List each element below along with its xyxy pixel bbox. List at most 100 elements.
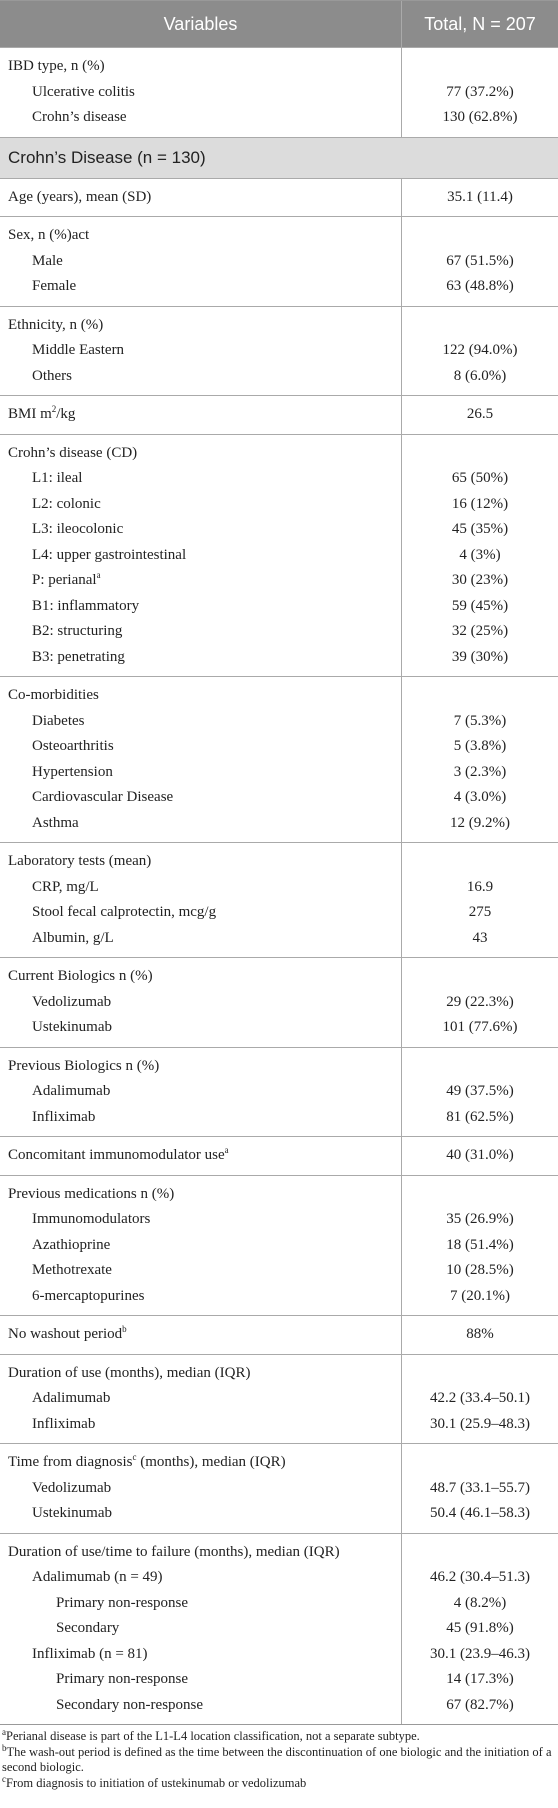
row-value: 35.1 (11.4): [402, 185, 558, 211]
row-value: [402, 1182, 558, 1208]
value-cell: 35 (26.9%) 18 (51.4%) 10 (28.5%) 7 (20.1%): [401, 1175, 558, 1315]
value-cell: 67 (51.5%) 63 (48.8%): [401, 217, 558, 306]
row-label: CRP, mg/L: [0, 875, 401, 901]
table-group: Time from diagnosisc (months), median (I…: [0, 1443, 558, 1533]
value-cell: 65 (50%) 16 (12%) 45 (35%) 4 (3%) 30 (23%) 59…: [401, 434, 558, 676]
row-label: BMI m2/kg: [0, 402, 401, 428]
label-text: Laboratory tests (mean): [8, 853, 152, 869]
label-cell: Current Biologics n (%) Vedolizumab Usteki…: [0, 958, 401, 1047]
label-cell: Sex, n (%)act Male Female: [0, 217, 401, 306]
table-group: Sex, n (%)act Male Female 67 (51.5%) 63 (48.…: [0, 216, 558, 306]
label-text: Crohn’s disease: [32, 109, 127, 125]
row-value: [402, 849, 558, 875]
row-label: No washout periodb: [0, 1322, 401, 1348]
row-label: Female: [0, 274, 401, 300]
row-value: 45 (35%): [402, 517, 558, 543]
row-label: Ustekinumab: [0, 1015, 401, 1041]
row-value: 3 (2.3%): [402, 760, 558, 786]
footnote-mark: b: [2, 1742, 7, 1753]
label-cell: BMI m2/kg: [0, 396, 401, 434]
row-value: [402, 441, 558, 467]
superscript: a: [96, 570, 101, 580]
row-value: 30.1 (25.9–48.3): [402, 1412, 558, 1438]
label-text: Immunomodulators: [32, 1211, 151, 1227]
label-text: Ulcerative colitis: [32, 83, 135, 100]
row-value: 4 (3%): [402, 543, 558, 569]
row-value: [402, 1054, 558, 1080]
table-group: BMI m2/kg 26.5: [0, 395, 558, 434]
row-value: 130 (62.8%): [402, 105, 558, 131]
row-value: 49 (37.5%): [402, 1079, 558, 1105]
value-text: 77 (37.2%): [446, 83, 514, 100]
row-value: 4 (3.0%): [402, 785, 558, 811]
footnote-text: The wash-out period is defined as the ti…: [2, 1745, 552, 1774]
row-label: Middle Eastern: [0, 338, 401, 364]
value-text: 4 (8.2%): [453, 1594, 507, 1611]
label-text: Time from diagnosis: [8, 1454, 133, 1470]
label-text: Secondary non-response: [56, 1696, 204, 1713]
row-value: 48.7 (33.1–55.7): [402, 1476, 558, 1502]
footnote: bThe wash-out period is defined as the t…: [2, 1742, 556, 1775]
header-cell: Variables: [163, 13, 238, 34]
row-label: Vedolizumab: [0, 990, 401, 1016]
superscript: c: [132, 1452, 137, 1462]
row-value: 122 (94.0%): [402, 338, 558, 364]
table-group: Concomitant immunomodulator usea 40 (31.0…: [0, 1136, 558, 1175]
row-value: 67 (51.5%): [402, 249, 558, 275]
label-text: B3: penetrating: [32, 648, 125, 665]
label-cell: Ethnicity, n (%) Middle Eastern Others: [0, 307, 401, 396]
row-label: L3: ileocolonic: [0, 517, 401, 543]
label-cell: Crohn’s disease (CD) L1: ileal L2: colonic…: [0, 435, 401, 677]
label-text: Infliximab (n = 81): [32, 1645, 148, 1662]
label-text: L4: upper gastrointestinal: [32, 546, 187, 563]
label-text: Infliximab: [32, 1108, 96, 1125]
label-text: CRP, mg/L: [32, 878, 99, 895]
row-label: Current Biologics n (%): [0, 964, 401, 990]
table-group: Age (years), mean (SD) 35.1 (11.4): [0, 177, 558, 216]
row-label: L4: upper gastrointestinal: [0, 543, 401, 569]
row-value: 18 (51.4%): [402, 1233, 558, 1259]
row-label: Crohn’s disease (CD): [0, 441, 401, 467]
table-group: Current Biologics n (%) Vedolizumab Usteki…: [0, 957, 558, 1047]
value-cell: 29 (22.3%) 101 (77.6%): [401, 958, 558, 1047]
value-text: 7 (5.3%): [453, 712, 507, 729]
row-label: Infliximab: [0, 1412, 401, 1438]
row-label: Adalimumab: [0, 1079, 401, 1105]
value-cell: 88%: [401, 1316, 558, 1354]
label-cell: No washout periodb: [0, 1316, 401, 1354]
label-text: Ustekinumab: [32, 1019, 112, 1035]
footnote-text: From diagnosis to initiation of ustekinu…: [6, 1776, 307, 1790]
label-text: Adalimumab (n = 49): [32, 1569, 163, 1585]
label-cell: Duration of use (months), median (IQR) Ad…: [0, 1355, 401, 1444]
superscript: a: [224, 1145, 229, 1155]
value-cell: 48.7 (33.1–55.7) 50.4 (46.1–58.3): [401, 1444, 558, 1533]
value-text: 46.2 (30.4–51.3): [430, 1569, 530, 1585]
value-cell: 122 (94.0%) 8 (6.0%): [401, 306, 558, 395]
value-text: 3 (2.3%): [453, 763, 507, 780]
row-label: B3: penetrating: [0, 645, 401, 671]
table-group: Laboratory tests (mean) CRP, mg/L Stool fe…: [0, 842, 558, 957]
label-text: IBD type, n (%): [8, 58, 105, 74]
label-text: Adalimumab: [32, 1390, 111, 1406]
row-label: Duration of use (months), median (IQR): [0, 1361, 401, 1387]
value-text: 16.9: [466, 878, 494, 895]
table-group: Ethnicity, n (%) Middle Eastern Others 122 …: [0, 305, 558, 396]
label-text: Female: [32, 278, 77, 294]
row-label: Adalimumab (n = 49): [0, 1565, 401, 1591]
value-text: 65 (50%): [451, 470, 509, 486]
row-label: Ustekinumab: [0, 1501, 401, 1527]
label-text: /kg: [56, 406, 76, 422]
row-value: 50.4 (46.1–58.3): [402, 1501, 558, 1527]
row-label: Sex, n (%)act: [0, 223, 401, 249]
table: Variables Total, N = 207 IBD type, n (%)…: [0, 0, 558, 1725]
row-value: 14 (17.3%): [402, 1667, 558, 1693]
value-cell: 77 (37.2%) 130 (62.8%): [401, 48, 558, 137]
row-label: Laboratory tests (mean): [0, 849, 401, 875]
value-text: 14 (17.3%): [446, 1671, 514, 1687]
value-cell: 7 (5.3%) 5 (3.8%) 3 (2.3%) 4 (3.0%) 12 (9.2%…: [401, 677, 558, 842]
value-cell: 26.5: [401, 396, 558, 434]
row-value: 10 (28.5%): [402, 1258, 558, 1284]
label-text: Co-morbidities: [8, 687, 99, 703]
value-text: 59 (45%): [451, 597, 509, 614]
